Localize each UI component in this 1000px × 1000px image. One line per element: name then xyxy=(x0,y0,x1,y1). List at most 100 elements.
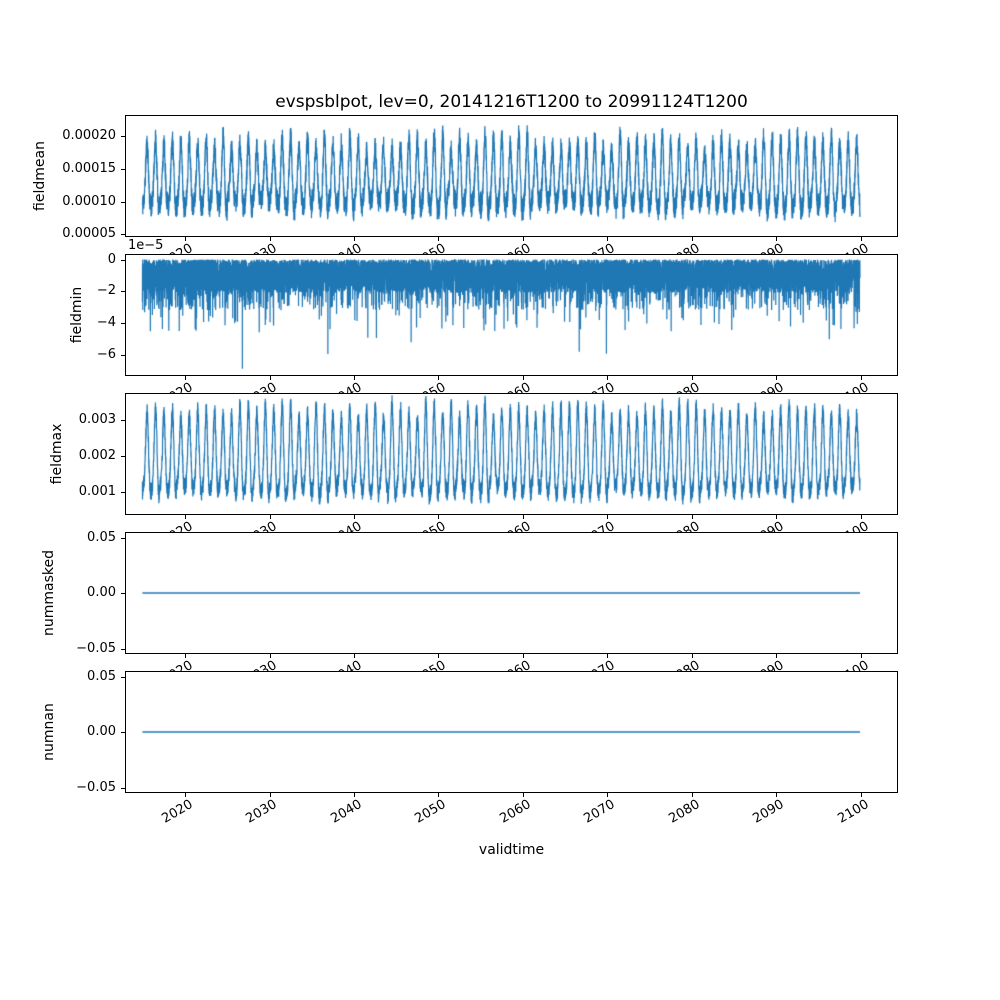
x-tick xyxy=(185,793,186,797)
subplot-fieldmin: fieldmin 1e−5 0−2−4−62020203020402050206… xyxy=(0,238,1000,410)
y-tick xyxy=(121,168,125,170)
y-tick-label: 0.00010 xyxy=(62,193,116,209)
x-tick xyxy=(860,793,862,797)
y-tick xyxy=(121,136,125,137)
x-tick-label: 2090 xyxy=(750,797,787,827)
x-tick xyxy=(691,515,693,519)
x-tick xyxy=(438,654,440,658)
x-tick-label: 2050 xyxy=(412,797,449,827)
x-tick xyxy=(691,237,693,241)
x-tick xyxy=(522,376,524,380)
y-tick-label: 0.003 xyxy=(78,412,116,428)
y-tick-label: 0.001 xyxy=(78,483,116,499)
line-series-nummasked xyxy=(125,532,898,654)
x-tick xyxy=(438,515,440,519)
y-tick xyxy=(121,787,125,789)
subplot-fieldmax: fieldmax 0.0010.0020.0032020203020402050… xyxy=(0,393,1000,549)
x-tick xyxy=(691,793,693,797)
x-tick xyxy=(607,237,609,241)
y-tick-label: −0.05 xyxy=(76,779,116,795)
x-tick-label: 2030 xyxy=(243,797,280,827)
y-tick-label: −4 xyxy=(96,314,116,330)
x-tick xyxy=(860,237,862,241)
y-tick-label: 0.00020 xyxy=(62,128,116,143)
figure-title: evspsblpot, lev=0, 20141216T1200 to 2099… xyxy=(275,92,748,112)
y-tick xyxy=(121,455,125,457)
y-tick-label: −0.05 xyxy=(76,640,116,656)
x-tick xyxy=(860,515,862,519)
x-tick xyxy=(776,654,778,658)
x-tick xyxy=(607,376,609,380)
x-tick xyxy=(607,793,609,797)
x-tick-label: 2070 xyxy=(581,797,618,827)
y-tick xyxy=(121,648,125,650)
y-tick xyxy=(121,676,125,678)
x-tick xyxy=(353,237,355,241)
y-tick-label: −2 xyxy=(96,283,116,299)
axes-fieldmin xyxy=(125,254,898,376)
y-tick xyxy=(121,491,125,493)
y-tick-label: 0.00 xyxy=(87,585,116,600)
axes-nummasked xyxy=(125,532,898,654)
x-tick xyxy=(860,654,862,658)
y-tick xyxy=(121,291,125,293)
line-series-fieldmin xyxy=(125,254,898,376)
y-tick xyxy=(121,259,125,261)
y-tick-label: 0.00015 xyxy=(62,160,116,176)
x-tick xyxy=(269,237,271,241)
y-tick-label: 0.00 xyxy=(87,724,116,739)
y-tick xyxy=(121,593,125,594)
y-tick-label: 0.05 xyxy=(87,668,116,684)
y-tick-label: 0.00005 xyxy=(62,226,116,242)
x-tick xyxy=(269,376,271,380)
x-tick xyxy=(353,515,355,519)
x-tick xyxy=(269,515,271,519)
x-tick-label: 2080 xyxy=(666,797,703,827)
y-tick xyxy=(121,354,125,356)
y-tick xyxy=(121,234,125,236)
x-tick xyxy=(522,793,524,797)
y-tick xyxy=(121,732,125,733)
y-tick xyxy=(121,420,125,422)
x-tick-label: 2100 xyxy=(835,797,872,827)
x-tick xyxy=(522,515,524,519)
y-tick-label: −6 xyxy=(96,346,116,362)
x-tick xyxy=(522,654,524,658)
x-tick xyxy=(353,376,355,380)
x-tick xyxy=(269,793,271,797)
x-tick xyxy=(607,654,609,658)
x-tick xyxy=(353,793,355,797)
x-tick xyxy=(860,376,862,380)
x-tick xyxy=(185,376,186,380)
x-tick-label: 2020 xyxy=(159,797,196,827)
x-tick xyxy=(269,654,271,658)
subplot-nummasked: nummasked −0.050.000.0520202030204020502… xyxy=(0,529,1000,688)
x-tick-label: 2060 xyxy=(497,797,534,827)
line-series-fieldmean xyxy=(125,115,898,237)
x-axis-label: validtime xyxy=(478,842,545,858)
axes-fieldmax xyxy=(125,393,898,515)
x-tick xyxy=(438,793,440,797)
line-series-fieldmax xyxy=(125,393,898,515)
x-tick xyxy=(522,237,524,241)
x-tick xyxy=(691,376,693,380)
subplot-numnan: numnan −0.05 0.00 0.05 2020 2030 2040 2050 2060… xyxy=(0,668,1000,827)
y-tick-label: 0 xyxy=(107,251,116,267)
subplot-fieldmean: fieldmean 0.000050.000100.000150.0002020… xyxy=(0,115,1000,271)
x-tick xyxy=(438,376,440,380)
y-axis-offset-text: 1e−5 xyxy=(128,238,164,253)
x-tick xyxy=(185,237,186,241)
x-tick xyxy=(776,376,778,380)
x-tick xyxy=(353,654,355,658)
x-tick xyxy=(776,793,778,797)
x-tick xyxy=(185,654,186,658)
x-tick xyxy=(691,654,693,658)
y-tick-label: 0.05 xyxy=(87,529,116,545)
axes-fieldmean xyxy=(125,115,898,237)
y-tick-label: 0.002 xyxy=(78,447,116,463)
x-tick xyxy=(607,515,609,519)
axes-numnan xyxy=(125,671,898,793)
line-series-numnan xyxy=(125,671,898,793)
y-tick xyxy=(121,322,125,324)
